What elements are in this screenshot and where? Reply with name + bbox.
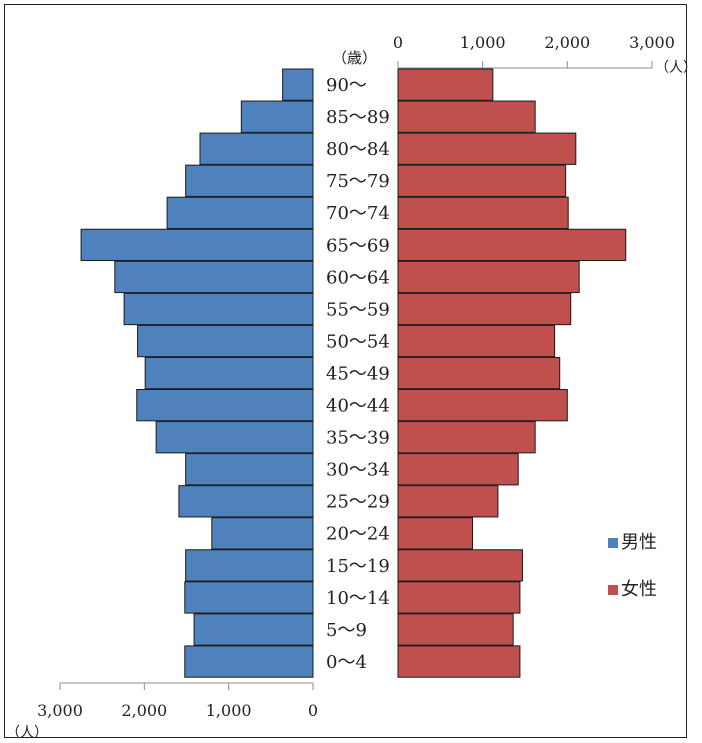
age-group-label: 90〜	[326, 75, 367, 96]
female-bar	[397, 260, 580, 294]
legend-swatch	[608, 538, 618, 548]
age-group-label: 75〜79	[326, 171, 390, 192]
female-bar	[397, 132, 577, 165]
female-bar	[397, 228, 627, 262]
male-bar	[184, 645, 314, 678]
male-axis-unit: （人）	[6, 725, 48, 741]
female-bar	[397, 68, 494, 101]
age-group-labels: 90〜 85〜89 80〜84 75〜79 70〜74 65〜69 60〜64 55〜59 50…	[326, 75, 390, 673]
male-axis-tick-label: 1,000	[206, 701, 252, 720]
male-bar	[137, 324, 314, 358]
age-group-label: 10〜14	[326, 588, 390, 609]
age-group-label: 15〜19	[326, 556, 390, 577]
male-bar	[193, 613, 314, 646]
age-group-label: 50〜54	[326, 331, 390, 352]
male-axis-tick-label: 3,000	[37, 701, 83, 720]
female-axis-tick-label: 2,000	[544, 33, 590, 52]
female-bar-series	[397, 68, 627, 678]
legend-label: 女性	[621, 579, 657, 600]
male-bar	[185, 164, 314, 197]
female-bar	[397, 613, 514, 646]
female-bar	[397, 324, 556, 358]
legend-swatch	[608, 585, 618, 595]
male-bar	[136, 389, 314, 422]
female-bar	[397, 292, 572, 326]
female-bar	[397, 196, 569, 229]
male-bar	[80, 228, 314, 262]
male-bar	[166, 196, 314, 229]
female-axis-ticks: 0 1,000 2,000 3,000	[393, 33, 675, 68]
age-group-label: 30〜34	[326, 460, 390, 481]
age-group-label: 20〜24	[326, 524, 390, 545]
male-bar	[199, 132, 314, 165]
female-bar	[397, 517, 474, 550]
male-bar	[155, 421, 314, 454]
male-bar	[114, 260, 314, 294]
female-bar	[397, 421, 536, 454]
male-bar	[184, 581, 314, 614]
male-bar	[282, 68, 314, 101]
female-bar	[397, 549, 523, 582]
age-group-label: 55〜59	[326, 299, 390, 320]
male-axis-ticks: 3,000 2,000 1,000 0	[37, 683, 318, 720]
female-bar	[397, 164, 567, 197]
chart-frame	[4, 4, 687, 738]
female-axis-tick-label: 0	[393, 33, 403, 52]
male-bar	[240, 100, 314, 133]
age-axis-label: （歳）	[332, 49, 377, 67]
male-bar	[123, 292, 314, 326]
female-axis-tick-label: 1,000	[460, 33, 506, 52]
female-bar	[397, 485, 499, 518]
male-bar	[211, 517, 314, 550]
female-bar	[397, 389, 568, 422]
male-axis-tick-label: 0	[308, 701, 318, 720]
female-axis-unit: （人）	[655, 60, 697, 76]
age-group-label: 40〜44	[326, 396, 390, 417]
female-bar	[397, 581, 521, 614]
male-bar	[178, 485, 314, 518]
legend-label: 男性	[621, 532, 657, 553]
age-group-label: 70〜74	[326, 203, 390, 224]
age-group-label: 65〜69	[326, 235, 390, 256]
age-group-label: 35〜39	[326, 428, 390, 449]
female-bar	[397, 100, 536, 133]
male-axis-tick-label: 2,000	[121, 701, 167, 720]
male-bar	[185, 549, 314, 582]
age-group-label: 85〜89	[326, 107, 390, 128]
age-group-label: 45〜49	[326, 363, 390, 384]
female-axis: 0 1,000 2,000 3,000 （人）	[393, 33, 697, 76]
female-bar	[397, 453, 519, 486]
male-axis: 3,000 2,000 1,000 0 （人）	[6, 682, 318, 741]
age-group-label: 60〜64	[326, 267, 390, 288]
age-group-label: 0〜4	[326, 652, 367, 673]
age-group-label: 5〜9	[326, 620, 367, 641]
female-axis-tick-label: 3,000	[629, 33, 675, 52]
age-group-label: 80〜84	[326, 139, 390, 160]
male-bar	[144, 356, 314, 390]
male-bar	[185, 453, 314, 486]
female-bar	[397, 645, 521, 678]
male-bar-series	[80, 68, 314, 678]
age-group-label: 25〜29	[326, 492, 390, 513]
female-bar	[397, 356, 561, 390]
